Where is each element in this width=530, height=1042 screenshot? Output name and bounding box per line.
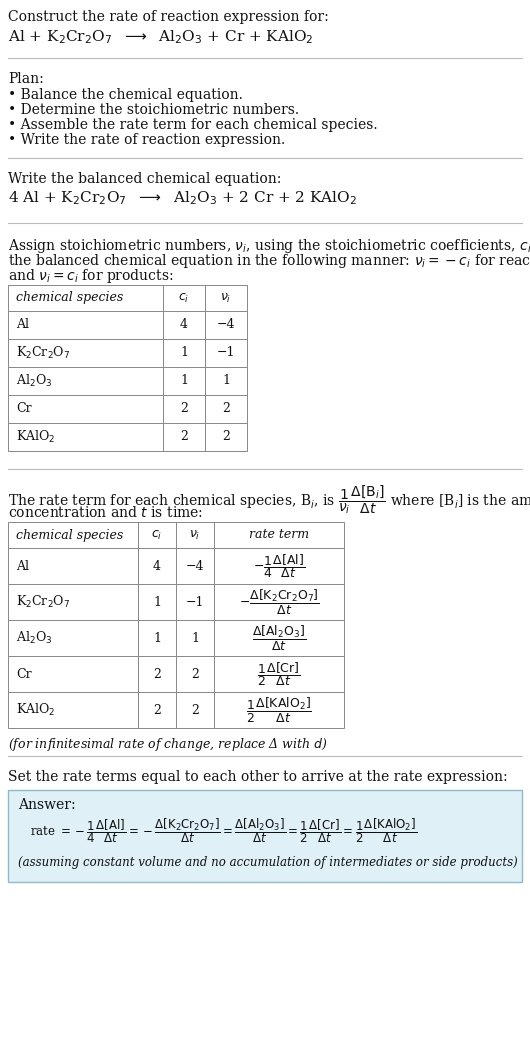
Text: −1: −1	[186, 595, 204, 609]
Text: the balanced chemical equation in the following manner: $\nu_i = -c_i$ for react: the balanced chemical equation in the fo…	[8, 252, 530, 270]
Text: • Assemble the rate term for each chemical species.: • Assemble the rate term for each chemic…	[8, 118, 377, 132]
Text: 4: 4	[153, 560, 161, 572]
Bar	[8, 790, 522, 882]
Text: The rate term for each chemical species, B$_i$, is $\dfrac{1}{\nu_i}\dfrac{\Delt: The rate term for each chemical species,…	[8, 483, 530, 516]
Text: rate $= -\dfrac{1}{4}\dfrac{\Delta[\mathrm{Al}]}{\Delta t} = -\dfrac{\Delta[\mat: rate $= -\dfrac{1}{4}\dfrac{\Delta[\math…	[30, 816, 417, 845]
Text: 1: 1	[180, 374, 188, 388]
Text: $\dfrac{1}{2}\dfrac{\Delta[\mathrm{KAlO_2}]}{\Delta t}$: $\dfrac{1}{2}\dfrac{\Delta[\mathrm{KAlO_…	[246, 695, 312, 724]
Text: 2: 2	[180, 402, 188, 416]
Text: 2: 2	[222, 430, 230, 444]
Text: Al$_2$O$_3$: Al$_2$O$_3$	[16, 373, 52, 389]
Text: Construct the rate of reaction expression for:: Construct the rate of reaction expressio…	[8, 10, 329, 24]
Text: Set the rate terms equal to each other to arrive at the rate expression:: Set the rate terms equal to each other t…	[8, 770, 508, 784]
Text: • Determine the stoichiometric numbers.: • Determine the stoichiometric numbers.	[8, 103, 299, 117]
Text: 1: 1	[191, 631, 199, 645]
Text: KAlO$_2$: KAlO$_2$	[16, 702, 55, 718]
Text: 1: 1	[153, 631, 161, 645]
Text: $\dfrac{1}{2}\dfrac{\Delta[\mathrm{Cr}]}{\Delta t}$: $\dfrac{1}{2}\dfrac{\Delta[\mathrm{Cr}]}…	[257, 660, 301, 688]
Text: and $\nu_i = c_i$ for products:: and $\nu_i = c_i$ for products:	[8, 267, 173, 286]
Text: $-\dfrac{\Delta[\mathrm{K_2Cr_2O_7}]}{\Delta t}$: $-\dfrac{\Delta[\mathrm{K_2Cr_2O_7}]}{\D…	[238, 588, 320, 617]
Text: Cr: Cr	[16, 402, 32, 416]
Text: Al: Al	[16, 319, 29, 331]
Text: Al + K$_2$Cr$_2$O$_7$  $\longrightarrow$  Al$_2$O$_3$ + Cr + KAlO$_2$: Al + K$_2$Cr$_2$O$_7$ $\longrightarrow$ …	[8, 28, 313, 46]
Text: rate term: rate term	[249, 528, 309, 542]
Text: chemical species: chemical species	[16, 292, 123, 304]
Text: KAlO$_2$: KAlO$_2$	[16, 429, 55, 445]
Text: Cr: Cr	[16, 668, 32, 680]
Text: Plan:: Plan:	[8, 72, 44, 86]
Text: 2: 2	[153, 703, 161, 717]
Text: $c_i$: $c_i$	[152, 528, 163, 542]
Text: 1: 1	[153, 595, 161, 609]
Text: 2: 2	[191, 668, 199, 680]
Text: −4: −4	[186, 560, 204, 572]
Text: (assuming constant volume and no accumulation of intermediates or side products): (assuming constant volume and no accumul…	[18, 855, 518, 869]
Text: Al$_2$O$_3$: Al$_2$O$_3$	[16, 630, 52, 646]
Text: 1: 1	[180, 347, 188, 359]
Text: K$_2$Cr$_2$O$_7$: K$_2$Cr$_2$O$_7$	[16, 345, 70, 361]
Text: • Balance the chemical equation.: • Balance the chemical equation.	[8, 88, 243, 102]
Text: 2: 2	[222, 402, 230, 416]
Text: 4: 4	[180, 319, 188, 331]
Text: chemical species: chemical species	[16, 528, 123, 542]
Text: K$_2$Cr$_2$O$_7$: K$_2$Cr$_2$O$_7$	[16, 594, 70, 610]
Text: Assign stoichiometric numbers, $\nu_i$, using the stoichiometric coefficients, $: Assign stoichiometric numbers, $\nu_i$, …	[8, 237, 530, 255]
Text: −4: −4	[217, 319, 235, 331]
Text: $\dfrac{\Delta[\mathrm{Al_2O_3}]}{\Delta t}$: $\dfrac{\Delta[\mathrm{Al_2O_3}]}{\Delta…	[252, 623, 306, 652]
Text: Write the balanced chemical equation:: Write the balanced chemical equation:	[8, 172, 281, 187]
Text: 1: 1	[222, 374, 230, 388]
Text: $\nu_i$: $\nu_i$	[220, 292, 232, 304]
Text: Al: Al	[16, 560, 29, 572]
Text: −1: −1	[217, 347, 235, 359]
Bar	[8, 286, 247, 451]
Text: 2: 2	[153, 668, 161, 680]
Text: 4 Al + K$_2$Cr$_2$O$_7$  $\longrightarrow$  Al$_2$O$_3$ + 2 Cr + 2 KAlO$_2$: 4 Al + K$_2$Cr$_2$O$_7$ $\longrightarrow…	[8, 189, 357, 206]
Text: $c_i$: $c_i$	[179, 292, 190, 304]
Text: Answer:: Answer:	[18, 798, 76, 812]
Text: $\nu_i$: $\nu_i$	[189, 528, 201, 542]
Text: 2: 2	[180, 430, 188, 444]
Text: concentration and $t$ is time:: concentration and $t$ is time:	[8, 505, 203, 520]
Text: • Write the rate of reaction expression.: • Write the rate of reaction expression.	[8, 133, 285, 147]
Text: 2: 2	[191, 703, 199, 717]
Text: $-\dfrac{1}{4}\dfrac{\Delta[\mathrm{Al}]}{\Delta t}$: $-\dfrac{1}{4}\dfrac{\Delta[\mathrm{Al}]…	[253, 552, 305, 580]
Text: (for infinitesimal rate of change, replace Δ with $d$): (for infinitesimal rate of change, repla…	[8, 736, 328, 753]
Bar	[8, 522, 344, 728]
